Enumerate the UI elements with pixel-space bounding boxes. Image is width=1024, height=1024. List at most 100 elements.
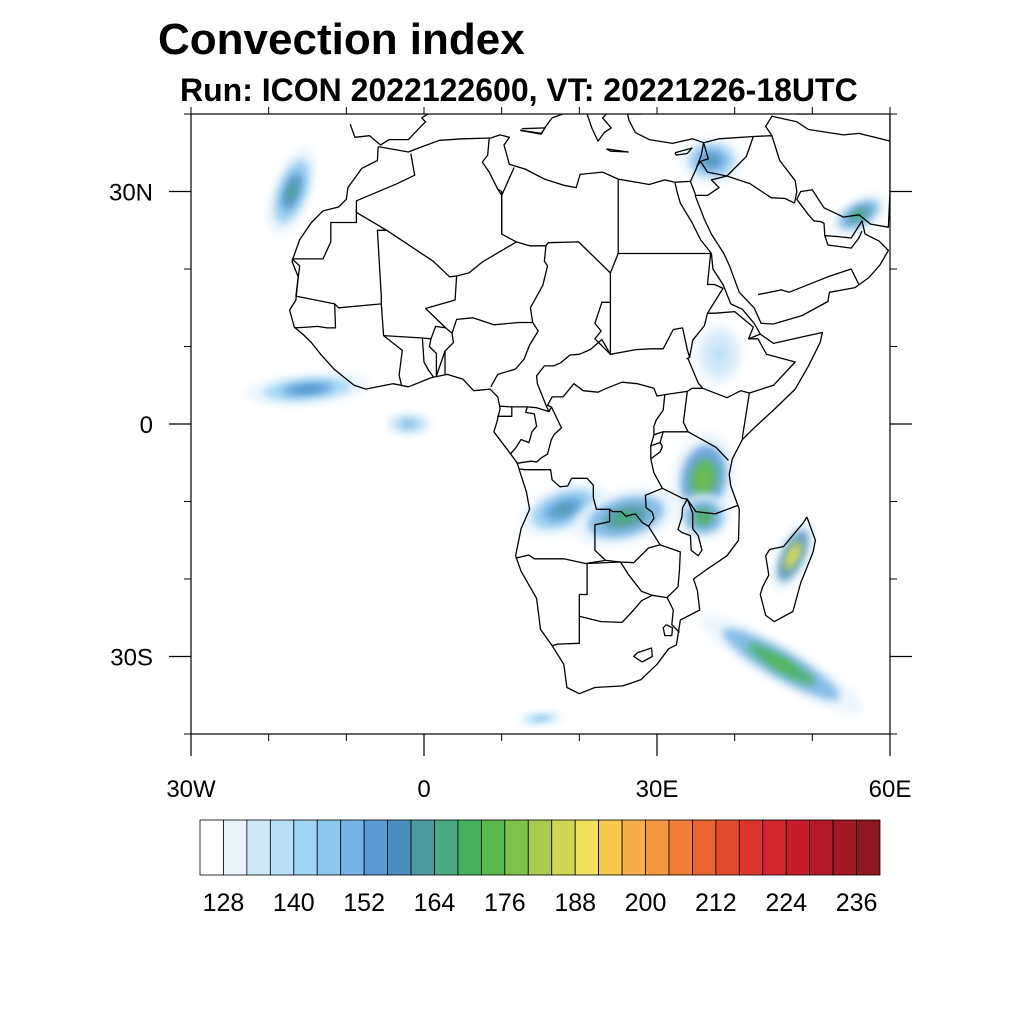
country-border bbox=[377, 229, 457, 278]
colorbar: 128 140 152 164 176 188 200 212 224 236 bbox=[199, 819, 881, 917]
lon-tick-label: 60E bbox=[869, 776, 912, 803]
colorbar-label: 188 bbox=[554, 889, 596, 917]
colorbar-swatch bbox=[269, 819, 295, 876]
colorbar-swatch bbox=[457, 819, 482, 876]
country-border bbox=[609, 394, 666, 527]
country-border bbox=[687, 310, 796, 399]
country-border bbox=[686, 498, 739, 515]
lat-tick-label: 30N bbox=[109, 180, 153, 207]
convection-contour bbox=[296, 386, 319, 393]
country-border bbox=[292, 209, 358, 260]
coastline bbox=[349, 114, 429, 146]
colorbar-label: 236 bbox=[836, 889, 878, 917]
country-border bbox=[682, 387, 729, 461]
convection-contour bbox=[536, 717, 545, 720]
convection-cell bbox=[680, 137, 743, 184]
convection-contour bbox=[789, 549, 797, 563]
colorbar-swatch bbox=[480, 819, 506, 876]
country-border bbox=[824, 230, 863, 249]
colorbar-swatch bbox=[504, 819, 529, 876]
country-border bbox=[765, 115, 890, 142]
convection-cell bbox=[267, 147, 317, 236]
country-border bbox=[609, 302, 691, 360]
convection-contour bbox=[714, 348, 724, 360]
colorbar-swatch bbox=[598, 819, 623, 876]
country-border bbox=[421, 337, 434, 378]
coastline bbox=[288, 134, 824, 695]
convection-contour bbox=[616, 511, 636, 523]
colorbar-swatch bbox=[762, 819, 787, 876]
coastline-layer bbox=[288, 114, 890, 695]
convection-cell bbox=[699, 614, 863, 714]
axis-ticks: 30W 0 30E 60E 30N 0 30S bbox=[109, 107, 912, 803]
convection-contour bbox=[404, 421, 413, 427]
colorbar-swatch bbox=[715, 819, 740, 876]
colorbar-swatch bbox=[668, 819, 693, 876]
colorbar-swatch bbox=[692, 819, 717, 876]
country-border bbox=[518, 468, 611, 522]
country-border bbox=[551, 594, 580, 647]
coastline bbox=[694, 114, 890, 325]
country-border bbox=[424, 241, 549, 329]
colorbar-swatch bbox=[316, 819, 342, 876]
colorbar-label: 152 bbox=[343, 889, 385, 917]
convection-cell bbox=[385, 412, 432, 436]
country-border bbox=[497, 406, 513, 417]
colorbar-swatch bbox=[832, 819, 857, 876]
country-border bbox=[741, 392, 751, 440]
lon-tick-label: 30E bbox=[636, 776, 679, 803]
map-title: Convection index bbox=[158, 15, 525, 64]
colorbar-swatch bbox=[527, 819, 553, 876]
country-border bbox=[707, 171, 795, 204]
country-border bbox=[753, 135, 798, 204]
convection-contour bbox=[697, 469, 710, 487]
country-border bbox=[650, 442, 664, 460]
convection-contour bbox=[698, 512, 709, 522]
country-border bbox=[428, 338, 438, 376]
lon-tick-label: 30W bbox=[166, 776, 216, 803]
country-border bbox=[509, 406, 538, 455]
country-border bbox=[696, 160, 702, 168]
lat-tick-label: 0 bbox=[140, 412, 153, 439]
colorbar-swatch bbox=[785, 819, 811, 876]
convection-contour bbox=[287, 183, 297, 200]
coastline bbox=[520, 127, 546, 135]
country-border bbox=[662, 624, 674, 637]
coastline bbox=[674, 147, 693, 156]
coastline bbox=[759, 516, 817, 623]
country-border bbox=[579, 561, 621, 596]
country-border bbox=[748, 333, 761, 340]
colorbar-swatch bbox=[645, 819, 670, 876]
country-border bbox=[688, 253, 724, 358]
country-border bbox=[515, 521, 610, 565]
country-border bbox=[666, 597, 680, 633]
colorbar-swatch bbox=[434, 819, 459, 876]
country-border bbox=[757, 268, 860, 296]
country-border bbox=[501, 167, 515, 196]
convection-cell bbox=[245, 372, 370, 406]
country-border bbox=[662, 487, 703, 557]
colorbar-swatch bbox=[574, 819, 600, 876]
colorbar-swatch bbox=[199, 819, 224, 876]
coastline bbox=[520, 114, 571, 135]
country-border bbox=[650, 431, 664, 447]
colorbar-label: 200 bbox=[625, 889, 667, 917]
colorbar-swatch bbox=[738, 819, 764, 876]
colorbar-swatch bbox=[223, 819, 248, 876]
convection-cell bbox=[695, 323, 743, 386]
convection-contour bbox=[555, 504, 572, 515]
coastline bbox=[586, 114, 612, 142]
lon-tick-label: 0 bbox=[417, 776, 430, 803]
country-border bbox=[380, 303, 403, 386]
country-border bbox=[451, 317, 539, 388]
country-border bbox=[545, 241, 612, 355]
colorbar-swatch bbox=[410, 819, 435, 876]
country-border bbox=[579, 594, 653, 624]
colorbar-swatch bbox=[856, 819, 881, 876]
lat-tick-label: 30S bbox=[110, 645, 153, 672]
country-border bbox=[699, 135, 754, 177]
colorbar-swatch bbox=[293, 819, 318, 876]
country-border bbox=[291, 153, 416, 309]
colorbar-swatch bbox=[363, 819, 388, 876]
country-border bbox=[516, 406, 563, 465]
